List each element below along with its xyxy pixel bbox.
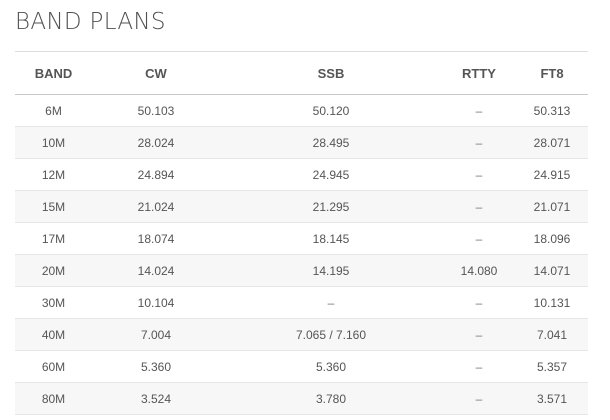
column-header-band: BAND bbox=[15, 51, 92, 95]
cell-rtty: – bbox=[442, 286, 516, 319]
cell-cw: 28.024 bbox=[92, 126, 220, 159]
table-row: 60M 5.360 5.360–5.357 bbox=[15, 350, 588, 383]
cell-band: 60M bbox=[15, 350, 92, 383]
cell-cw: 18.074 bbox=[92, 222, 220, 255]
cell-rtty: – bbox=[442, 126, 516, 159]
cell-ssb: – bbox=[220, 286, 442, 319]
cell-rtty: – bbox=[442, 158, 516, 191]
table-row: 10M 28.024 28.495–28.071 bbox=[15, 126, 588, 159]
column-header-ft8: FT8 bbox=[516, 51, 588, 95]
cell-cw: 21.024 bbox=[92, 190, 220, 223]
cell-ft8: 28.071 bbox=[516, 126, 588, 159]
cell-ssb: 14.195 bbox=[220, 254, 442, 287]
cell-ssb: 3.780 bbox=[220, 382, 442, 415]
page-title: BAND PLANS bbox=[15, 9, 166, 35]
cell-rtty: – bbox=[442, 382, 516, 415]
cell-ssb: 50.120 bbox=[220, 94, 442, 127]
cell-ft8: 18.096 bbox=[516, 222, 588, 255]
cell-ft8: 50.313 bbox=[516, 94, 588, 127]
cell-cw: 5.360 bbox=[92, 350, 220, 383]
cell-rtty: – bbox=[442, 318, 516, 351]
cell-band: 40M bbox=[15, 318, 92, 351]
table-row: 17M 18.074 18.145–18.096 bbox=[15, 222, 588, 255]
table-row: 15M 21.024 21.295–21.071 bbox=[15, 190, 588, 223]
cell-rtty: – bbox=[442, 190, 516, 223]
cell-ft8: 5.357 bbox=[516, 350, 588, 383]
cell-ft8: 7.041 bbox=[516, 318, 588, 351]
cell-ssb: 21.295 bbox=[220, 190, 442, 223]
table-row: 20M 14.024 14.195 14.080 14.071 bbox=[15, 254, 588, 287]
cell-cw: 3.524 bbox=[92, 382, 220, 415]
cell-band: 20M bbox=[15, 254, 92, 287]
cell-ssb: 5.360 bbox=[220, 350, 442, 383]
cell-cw: 50.103 bbox=[92, 94, 220, 127]
cell-band: 15M bbox=[15, 190, 92, 223]
cell-rtty: – bbox=[442, 350, 516, 383]
cell-rtty: 14.080 bbox=[442, 254, 516, 287]
table-header: BAND CW SSB RTTY FT8 bbox=[15, 51, 588, 95]
table-row: 12M 24.894 24.945–24.915 bbox=[15, 158, 588, 191]
column-header-cw: CW bbox=[92, 51, 220, 95]
cell-rtty: – bbox=[442, 222, 516, 255]
column-header-ssb: SSB bbox=[220, 51, 442, 95]
cell-ssb: 24.945 bbox=[220, 158, 442, 191]
column-header-rtty: RTTY bbox=[442, 51, 516, 95]
band-plan-table: BAND CW SSB RTTY FT8 6M 50.103 50.120–50.3… bbox=[15, 51, 588, 415]
cell-ssb: 28.495 bbox=[220, 126, 442, 159]
table-row: 80M 3.524 3.780–3.571 bbox=[15, 382, 588, 415]
table-row: 40M 7.004 7.065 / 7.160–7.041 bbox=[15, 318, 588, 351]
cell-cw: 14.024 bbox=[92, 254, 220, 287]
table-row: 30M 10.104– –10.131 bbox=[15, 286, 588, 319]
cell-band: 80M bbox=[15, 382, 92, 415]
cell-cw: 7.004 bbox=[92, 318, 220, 351]
cell-ssb: 18.145 bbox=[220, 222, 442, 255]
cell-band: 30M bbox=[15, 286, 92, 319]
header-row: BAND CW SSB RTTY FT8 bbox=[15, 51, 588, 95]
cell-ft8: 3.571 bbox=[516, 382, 588, 415]
cell-band: 10M bbox=[15, 126, 92, 159]
cell-cw: 24.894 bbox=[92, 158, 220, 191]
table-body: 6M 50.103 50.120–50.313 10M 28.024 28.495–28.… bbox=[15, 94, 588, 415]
cell-ft8: 14.071 bbox=[516, 254, 588, 287]
cell-ft8: 21.071 bbox=[516, 190, 588, 223]
cell-rtty: – bbox=[442, 94, 516, 127]
cell-cw: 10.104 bbox=[92, 286, 220, 319]
cell-ft8: 10.131 bbox=[516, 286, 588, 319]
cell-band: 6M bbox=[15, 94, 92, 127]
cell-ft8: 24.915 bbox=[516, 158, 588, 191]
cell-band: 17M bbox=[15, 222, 92, 255]
cell-ssb: 7.065 / 7.160 bbox=[220, 318, 442, 351]
cell-band: 12M bbox=[15, 158, 92, 191]
table-row: 6M 50.103 50.120–50.313 bbox=[15, 94, 588, 127]
